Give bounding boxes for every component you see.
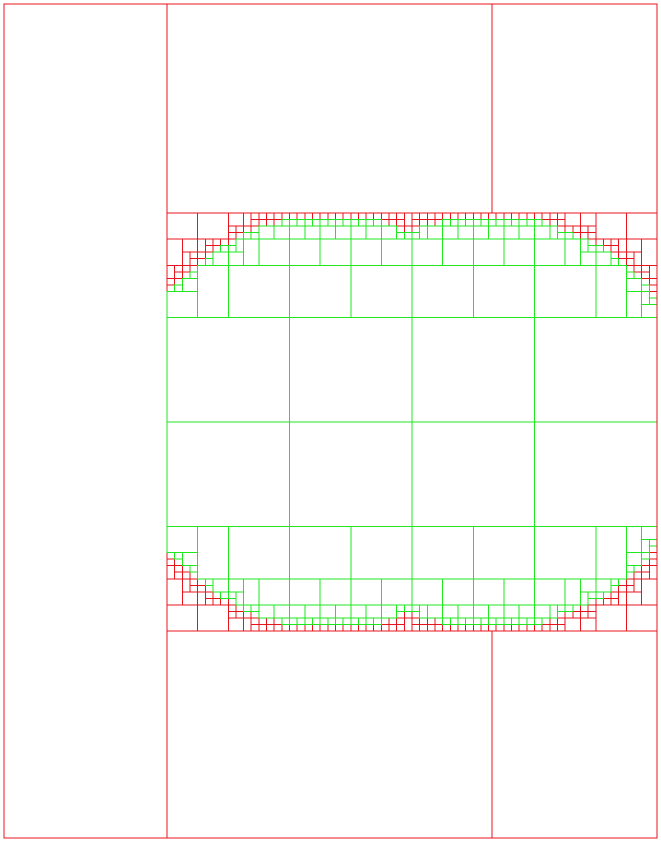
inner-boxes-layer xyxy=(166,219,658,625)
inner-box xyxy=(564,604,574,612)
inner-box xyxy=(595,591,604,599)
inner-box xyxy=(610,578,620,586)
domain-frame-layer xyxy=(3,3,658,839)
domain-frame xyxy=(3,3,658,839)
inner-box xyxy=(373,617,382,625)
inner-box xyxy=(625,565,635,573)
inner-box xyxy=(641,552,650,560)
inner-box xyxy=(534,617,543,625)
